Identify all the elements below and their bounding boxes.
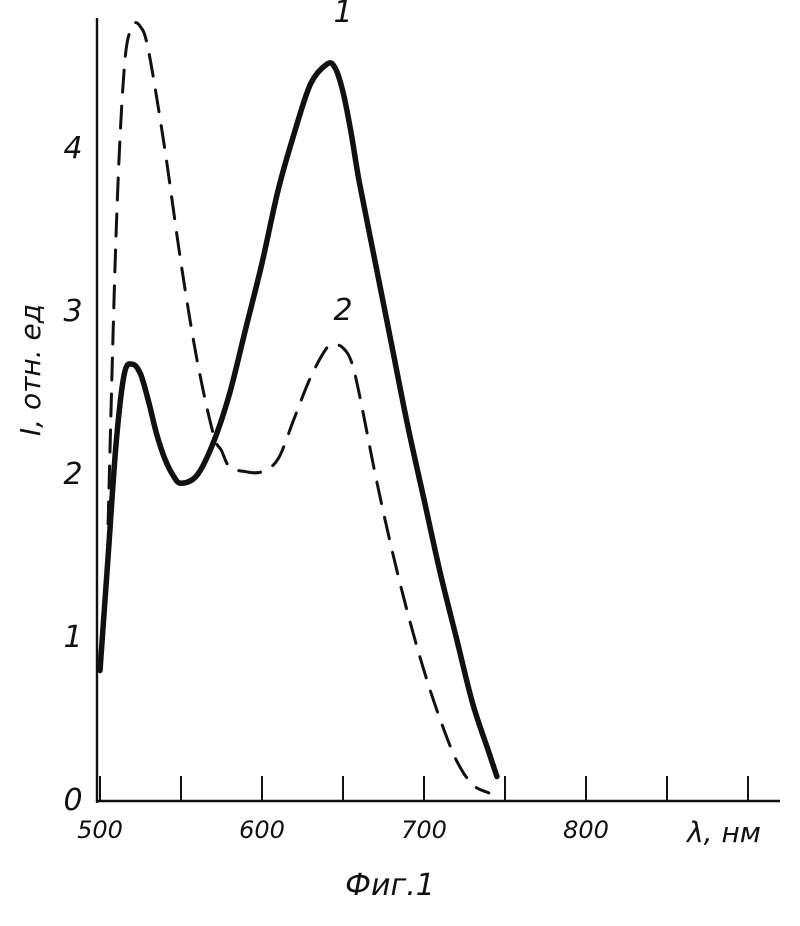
x-tick-labels-group: 500 600 700 800 xyxy=(77,816,609,844)
series-label-1: 1 xyxy=(333,0,352,30)
x-tick-label-500: 500 xyxy=(77,816,123,844)
x-tick-label-600: 600 xyxy=(239,816,285,844)
axes-group xyxy=(97,18,780,803)
y-tick-label-3: 3 xyxy=(63,294,82,329)
series-2-line xyxy=(108,23,489,793)
y-axis-label: I, отн. ед xyxy=(14,304,47,436)
y-tick-label-2: 2 xyxy=(63,457,82,492)
x-ticks-group xyxy=(100,776,748,801)
y-tick-labels-group: 0 1 2 3 4 xyxy=(63,131,82,818)
x-tick-label-700: 700 xyxy=(401,816,447,844)
x-axis-label: λ, нм xyxy=(685,816,761,849)
series-labels-group: 12 xyxy=(333,0,352,328)
y-tick-label-0: 0 xyxy=(63,783,82,818)
figure-caption: Фиг.1 xyxy=(345,868,435,903)
y-tick-label-4: 4 xyxy=(63,131,82,166)
series-group xyxy=(100,23,497,793)
y-tick-label-1: 1 xyxy=(63,620,82,655)
x-tick-label-800: 800 xyxy=(563,816,609,844)
series-1-line xyxy=(100,63,497,777)
series-label-2: 2 xyxy=(333,293,352,328)
